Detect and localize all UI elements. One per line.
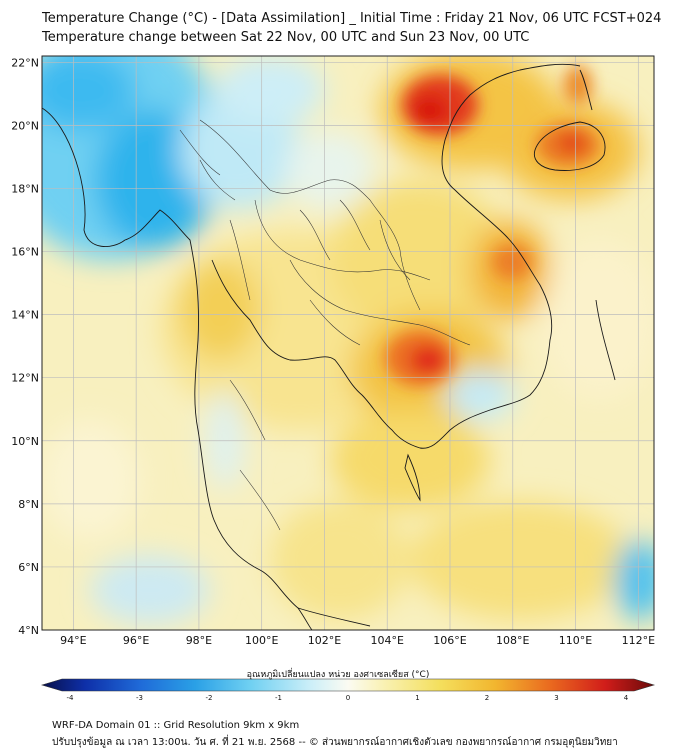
lon-tick-label: 102°E (308, 634, 341, 647)
lat-tick-label: 6°N (18, 561, 39, 574)
graticule (42, 56, 654, 630)
lat-tick-label: 16°N (11, 246, 39, 259)
colorbar-tick-label: 3 (554, 694, 558, 702)
lon-tick-label: 106°E (433, 634, 466, 647)
coastlines (42, 63, 616, 630)
lat-tick-label: 10°N (11, 435, 39, 448)
lon-tick-label: 104°E (371, 634, 404, 647)
footer-model-info: WRF-DA Domain 01 :: Grid Resolution 9km … (52, 720, 300, 731)
colorbar-tick-label: 4 (624, 694, 629, 702)
colorbar-label: อุณหภูมิเปลี่ยนแปลง หน่วย องศาเซลเซียส (… (246, 670, 430, 680)
lat-tick-label: 14°N (11, 309, 39, 322)
colorbar-tick-label: 0 (346, 694, 350, 702)
colorbar: -4 -3 -2 -1 0 1 2 3 4 (40, 678, 656, 702)
lat-tick-label: 18°N (11, 182, 39, 195)
map-title: Temperature Change (°C) - [Data Assimila… (42, 11, 662, 26)
colorbar-tick-label: -3 (136, 694, 143, 702)
map-frame (41, 55, 655, 631)
footer-credits: ปรับปรุงข้อมูล ณ เวลา 13:00น. วัน ศ. ที่… (52, 737, 618, 748)
temperature-field (42, 56, 654, 630)
lat-tick-label: 12°N (11, 372, 39, 385)
longitude-labels: 94°E 96°E 98°E 100°E 102°E 104°E 106°E 108°E 110… (60, 634, 655, 647)
colorbar-tick-label: -4 (67, 694, 75, 702)
colorbar-tick-label: 2 (485, 694, 489, 702)
lon-tick-label: 110°E (559, 634, 592, 647)
lon-tick-label: 108°E (496, 634, 529, 647)
lat-tick-label: 20°N (11, 119, 39, 132)
map-subtitle: Temperature change between Sat 22 Nov, 0… (42, 30, 530, 45)
lon-tick-label: 96°E (123, 634, 149, 647)
colorbar-tick-label: -1 (275, 694, 282, 702)
latitude-labels: 22°N 20°N 18°N 16°N 14°N 12°N 10°N 8°N 6°N 4°N (11, 56, 39, 637)
admin-borders (179, 119, 471, 531)
colorbar-tick-label: -2 (206, 694, 213, 702)
lon-tick-label: 112°E (622, 634, 655, 647)
lon-tick-label: 100°E (245, 634, 278, 647)
lat-tick-label: 4°N (18, 624, 39, 637)
colorbar-tick-label: 1 (415, 694, 419, 702)
lat-tick-label: 8°N (18, 498, 39, 511)
lat-tick-label: 22°N (11, 56, 39, 69)
lon-tick-label: 94°E (60, 634, 86, 647)
lon-tick-label: 98°E (186, 634, 212, 647)
